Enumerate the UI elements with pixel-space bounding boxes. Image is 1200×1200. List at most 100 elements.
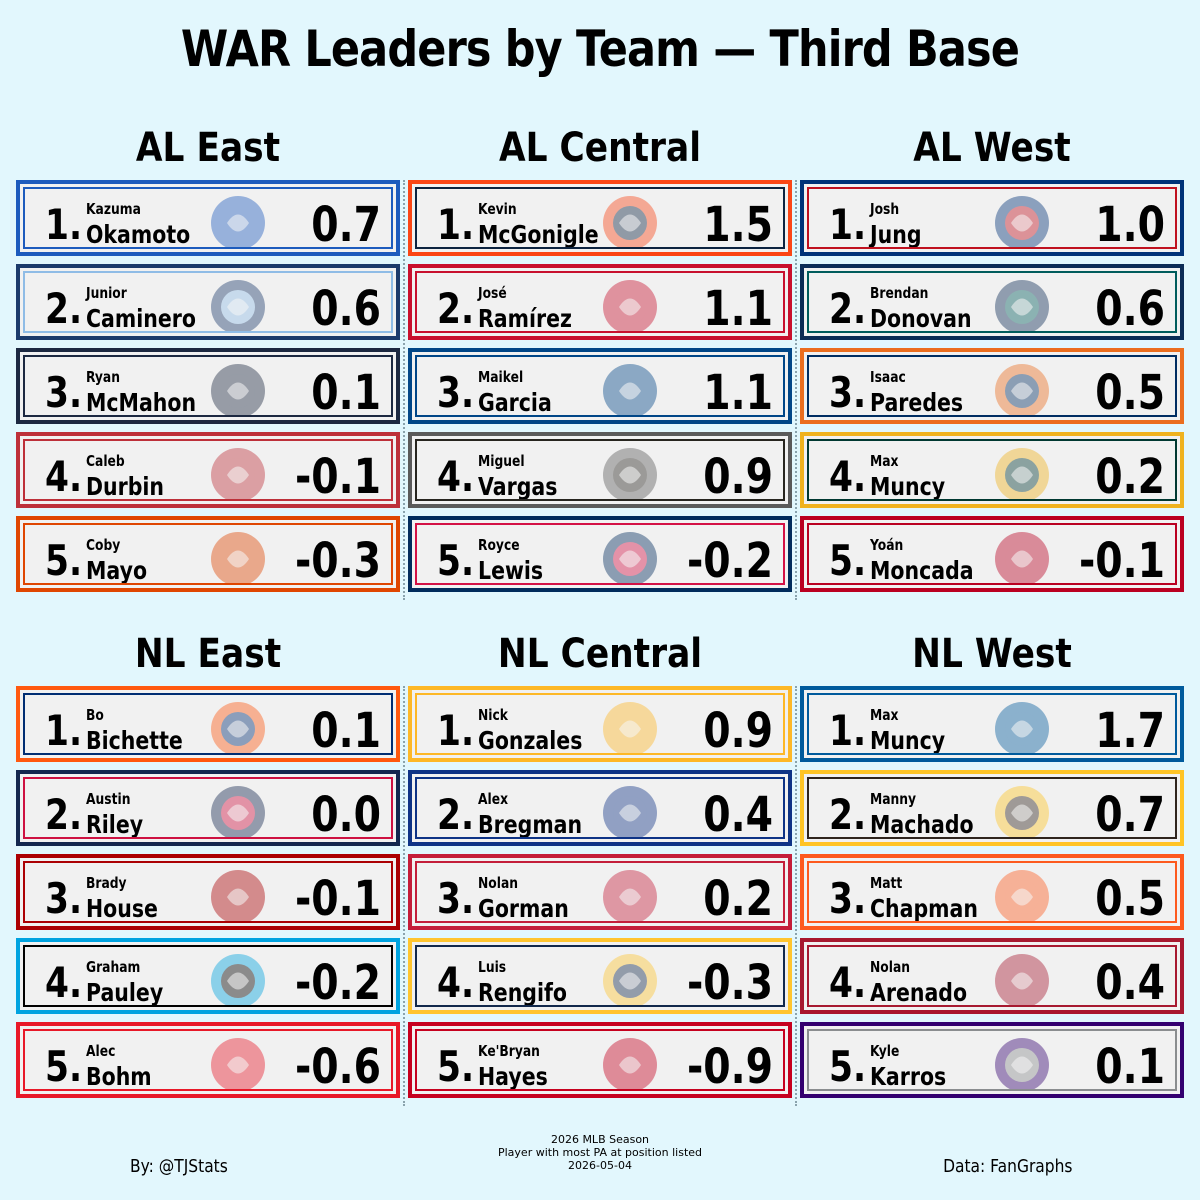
player-first-name: Maikel — [478, 368, 524, 386]
player-first-name: Graham — [86, 958, 141, 976]
player-card: 5. Coby Mayo -0.3 — [16, 516, 400, 592]
player-card: 1. Max Muncy 1.7 — [800, 686, 1184, 762]
athletics-logo-icon — [987, 444, 1057, 499]
player-rank: 2. — [829, 284, 867, 333]
player-war-value: 1.0 — [1095, 197, 1165, 249]
player-card: 5. Yoán Moncada -0.1 — [800, 516, 1184, 592]
player-last-name: Riley — [86, 810, 144, 839]
player-war-value: -0.3 — [294, 533, 381, 585]
division-nl-central: NL Central 1. Nick Gonzales 0.9 2. Alex Bregman… — [408, 626, 792, 1108]
player-first-name: Alex — [478, 790, 509, 808]
division-title: AL East — [135, 125, 281, 171]
player-rank: 5. — [829, 536, 867, 585]
player-first-name: Brady — [86, 874, 127, 892]
player-first-name: Ryan — [86, 368, 121, 386]
player-card: 2. Austin Riley 0.0 — [16, 770, 400, 846]
player-rank: 4. — [437, 452, 475, 501]
pittsburgh-pirates-logo-icon — [595, 698, 665, 753]
page-title: WAR Leaders by Team — Third Base — [180, 20, 1020, 78]
footer-date: 2026-05-04 — [568, 1159, 632, 1172]
cincinnati-reds-logo-icon — [595, 1034, 665, 1089]
arizona-diamondbacks-logo-icon — [987, 950, 1057, 1005]
player-last-name: Paredes — [870, 388, 964, 417]
chicago-white-sox-logo-icon — [595, 444, 665, 499]
player-last-name: Gorman — [478, 894, 569, 923]
player-last-name: Lewis — [478, 556, 544, 585]
player-last-name: Muncy — [870, 726, 946, 755]
player-war-value: 0.5 — [1095, 365, 1165, 417]
player-last-name: Garcia — [478, 388, 552, 417]
player-war-value: 0.7 — [311, 197, 381, 249]
divider — [403, 686, 405, 1106]
player-card: 2. Brendan Donovan 0.6 — [800, 264, 1184, 340]
los-angeles-angels-logo-icon — [987, 528, 1057, 583]
player-last-name: Jung — [870, 220, 922, 249]
player-last-name: Bohm — [86, 1062, 152, 1091]
colorado-rockies-logo-icon — [987, 1034, 1057, 1089]
player-card: 5. Alec Bohm -0.6 — [16, 1022, 400, 1098]
player-last-name: Vargas — [478, 472, 558, 501]
player-rank: 5. — [45, 1042, 83, 1091]
toronto-blue-jays-logo-icon — [203, 192, 273, 247]
player-last-name: Moncada — [870, 556, 974, 585]
player-card: 4. Max Muncy 0.2 — [800, 432, 1184, 508]
player-card: 2. Junior Caminero 0.6 — [16, 264, 400, 340]
player-rank: 4. — [829, 958, 867, 1007]
player-first-name: Miguel — [478, 452, 525, 470]
baltimore-orioles-logo-icon — [203, 528, 273, 583]
player-card: 4. Graham Pauley -0.2 — [16, 938, 400, 1014]
player-war-value: -0.2 — [686, 533, 773, 585]
player-first-name: Brendan — [870, 284, 929, 302]
division-al-east: AL East 1. Kazuma Okamoto 0.7 2. Junior Caminer… — [16, 120, 400, 602]
player-rank: 2. — [45, 790, 83, 839]
player-rank: 3. — [45, 874, 83, 923]
division-title: AL West — [913, 125, 1071, 171]
player-card: 3. Matt Chapman 0.5 — [800, 854, 1184, 930]
player-war-value: -0.1 — [294, 449, 381, 501]
player-card: 5. Ke'Bryan Hayes -0.9 — [408, 1022, 792, 1098]
player-war-value: 0.2 — [1095, 449, 1165, 501]
footer-season: 2026 MLB Season — [550, 1133, 650, 1146]
player-first-name: Nick — [478, 706, 508, 724]
player-war-value: -0.6 — [294, 1039, 381, 1091]
player-first-name: Kevin — [478, 200, 517, 218]
player-rank: 3. — [829, 874, 867, 923]
player-rank: 4. — [45, 958, 83, 1007]
player-last-name: Muncy — [870, 472, 946, 501]
player-war-value: 0.0 — [311, 787, 381, 839]
player-rank: 3. — [45, 368, 83, 417]
player-first-name: Max — [870, 706, 899, 724]
player-rank: 4. — [829, 452, 867, 501]
player-first-name: Isaac — [870, 368, 906, 386]
player-first-name: Matt — [870, 874, 903, 892]
tampa-bay-rays-logo-icon — [203, 276, 273, 331]
division-title: AL Central — [498, 125, 701, 171]
division-al-central: AL Central 1. Kevin McGonigle 1.5 2. José Ramír… — [408, 120, 792, 602]
player-card: 2. José Ramírez 1.1 — [408, 264, 792, 340]
player-war-value: 1.1 — [703, 365, 773, 417]
san-diego-padres-logo-icon — [987, 782, 1057, 837]
player-first-name: Nolan — [478, 874, 519, 892]
player-war-value: -0.1 — [1078, 533, 1165, 585]
player-card: 4. Luis Rengifo -0.3 — [408, 938, 792, 1014]
player-rank: 3. — [437, 874, 475, 923]
player-war-value: 0.4 — [703, 787, 773, 839]
player-war-value: -0.1 — [294, 871, 381, 923]
san-francisco-giants-logo-icon — [987, 866, 1057, 921]
player-first-name: José — [478, 284, 507, 302]
chicago-cubs-logo-icon — [595, 782, 665, 837]
player-card: 3. Ryan McMahon 0.1 — [16, 348, 400, 424]
footer-source: Data: FanGraphs — [942, 1156, 1072, 1177]
player-first-name: Caleb — [86, 452, 125, 470]
player-card: 3. Brady House -0.1 — [16, 854, 400, 930]
milwaukee-brewers-logo-icon — [595, 950, 665, 1005]
player-card: 4. Miguel Vargas 0.9 — [408, 432, 792, 508]
division-nl-west: NL West 1. Max Muncy 1.7 2. Manny Machado 0.7 3. M… — [800, 626, 1184, 1108]
player-war-value: 1.1 — [703, 281, 773, 333]
player-first-name: Yoán — [870, 536, 904, 554]
miami-marlins-logo-icon — [203, 950, 273, 1005]
atlanta-braves-logo-icon — [203, 782, 273, 837]
player-war-value: 0.4 — [1095, 955, 1165, 1007]
player-card: 2. Alex Bregman 0.4 — [408, 770, 792, 846]
player-first-name: Josh — [870, 200, 900, 218]
